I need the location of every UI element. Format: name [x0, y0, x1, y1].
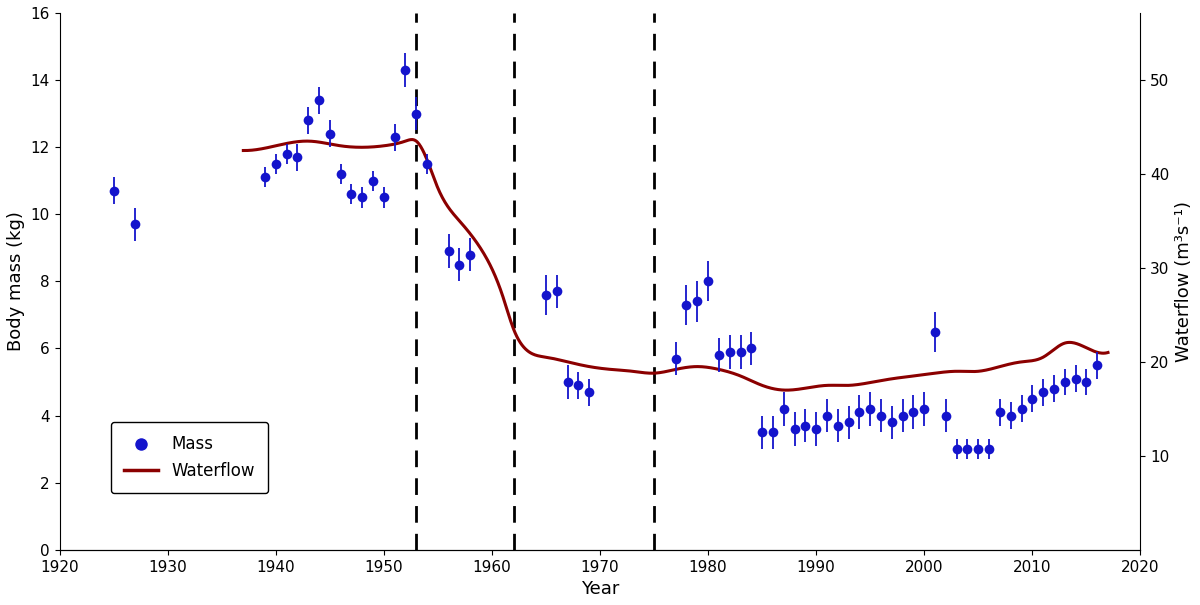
Y-axis label: Body mass (kg): Body mass (kg) [7, 211, 25, 352]
X-axis label: Year: Year [581, 580, 619, 598]
Y-axis label: Waterflow (m³s⁻¹): Waterflow (m³s⁻¹) [1175, 201, 1193, 362]
Legend: Mass, Waterflow: Mass, Waterflow [112, 422, 268, 493]
